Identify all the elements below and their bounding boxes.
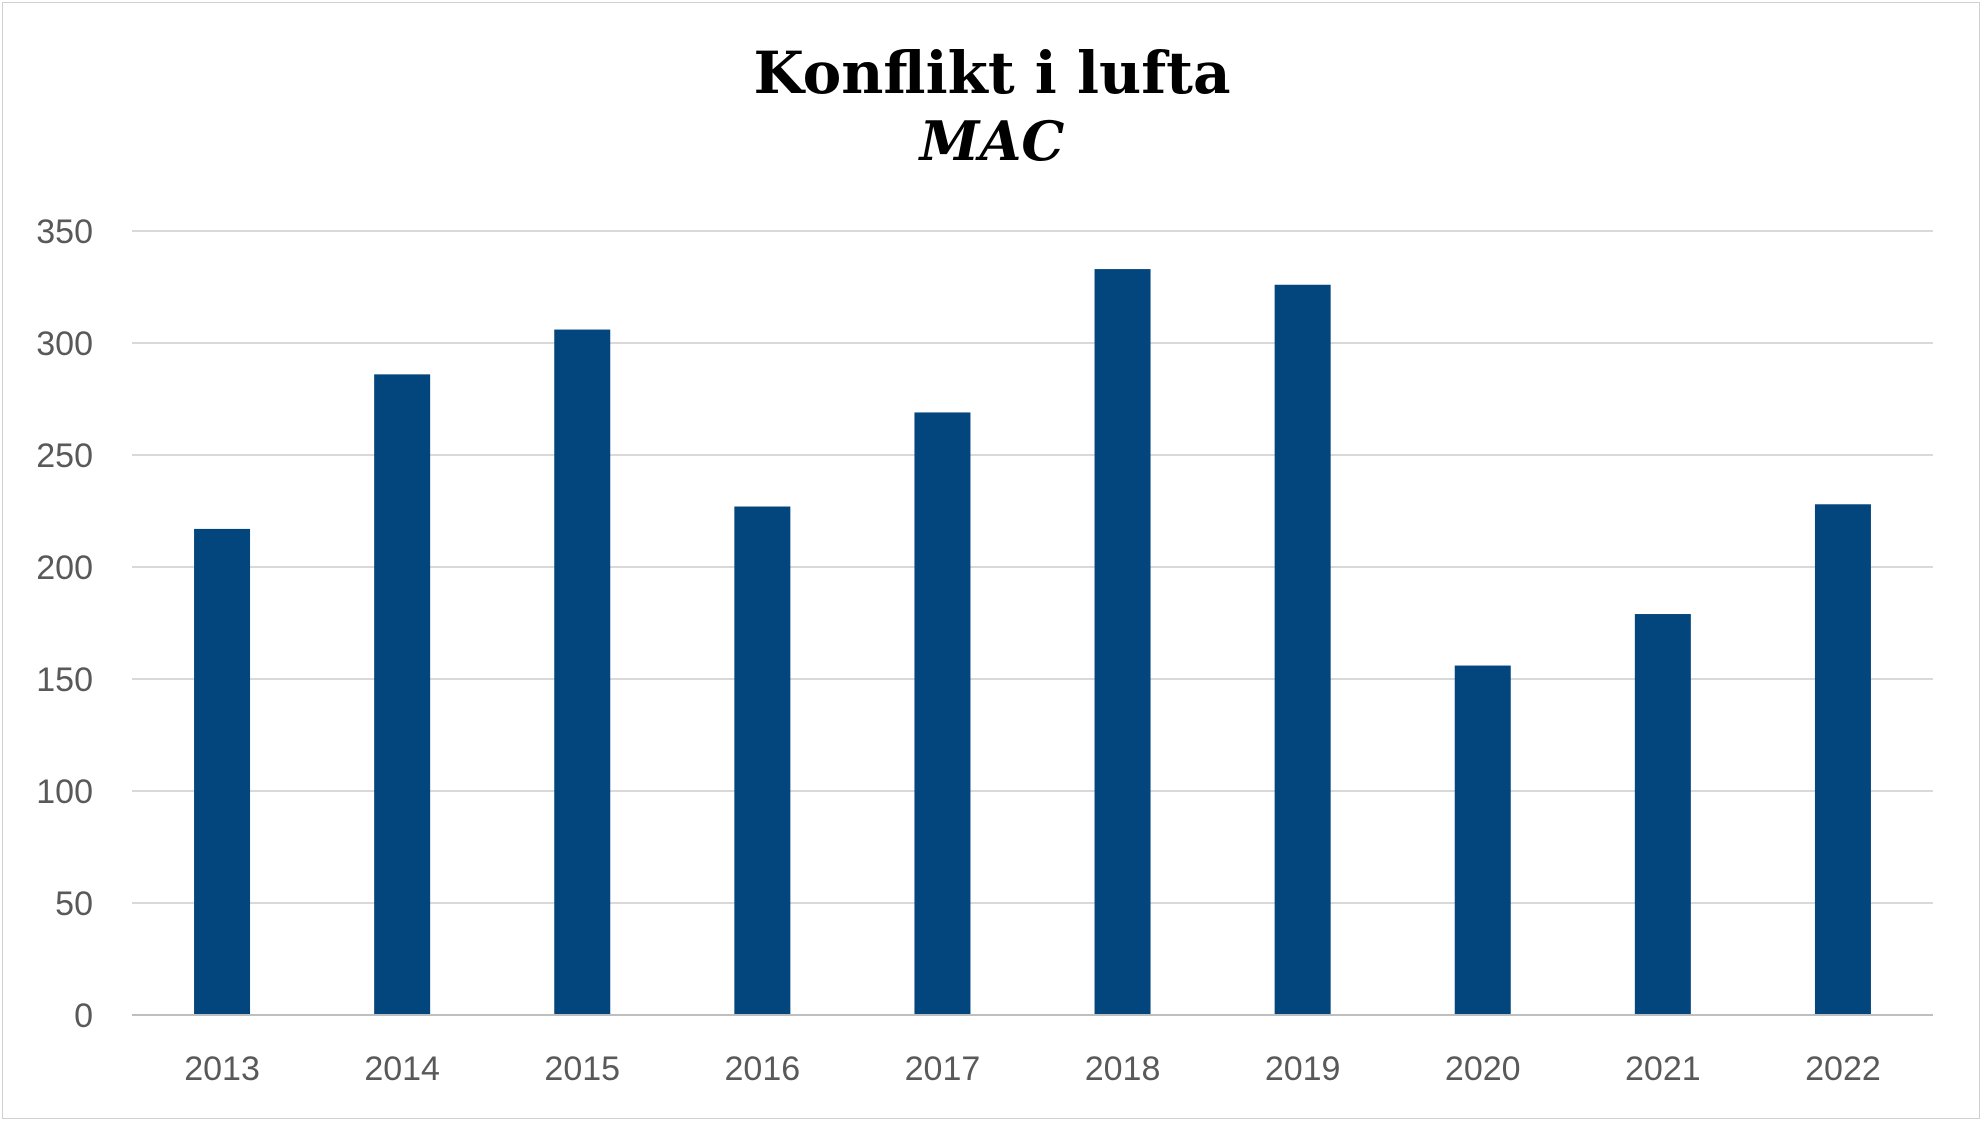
y-tick-label: 250 <box>36 437 93 475</box>
bar-2013 <box>194 528 251 1015</box>
x-tick-label: 2016 <box>725 1050 801 1088</box>
y-tick-label: 50 <box>55 885 93 923</box>
bar-2017 <box>914 412 971 1015</box>
x-tick-label: 2014 <box>364 1050 440 1088</box>
x-tick-label: 2020 <box>1445 1050 1521 1088</box>
x-tick-label: 2017 <box>905 1050 981 1088</box>
bars <box>194 269 1871 1016</box>
x-tick-label: 2022 <box>1805 1050 1881 1088</box>
bar-2015 <box>554 329 611 1015</box>
gridlines <box>132 230 1933 904</box>
bar-2020 <box>1454 665 1511 1015</box>
chart-title: Konflikt i lufta <box>753 39 1231 107</box>
y-tick-label: 200 <box>36 549 93 587</box>
x-tick-label: 2013 <box>184 1050 260 1088</box>
bar-2014 <box>374 374 431 1015</box>
bar-2021 <box>1634 614 1691 1015</box>
bar-2019 <box>1274 284 1331 1015</box>
bar-2018 <box>1094 269 1151 1016</box>
bar-2016 <box>734 506 791 1015</box>
x-tick-label: 2018 <box>1085 1050 1161 1088</box>
y-tick-label: 0 <box>74 997 93 1035</box>
x-tick-label: 2019 <box>1265 1050 1341 1088</box>
y-axis-tick-labels: 0 50 100 150 200 250 300 350 <box>36 213 93 1035</box>
y-tick-label: 350 <box>36 213 93 251</box>
x-tick-label: 2015 <box>544 1050 620 1088</box>
y-tick-label: 100 <box>36 773 93 811</box>
y-tick-label: 150 <box>36 661 93 699</box>
y-tick-label: 300 <box>36 325 93 363</box>
bar-2022 <box>1814 504 1871 1015</box>
x-axis-tick-labels: 2013 2014 2015 2016 2017 2018 2019 2020 2021 2022 <box>184 1050 1881 1088</box>
chart-subtitle: MAC <box>919 109 1065 173</box>
x-tick-label: 2021 <box>1625 1050 1701 1088</box>
